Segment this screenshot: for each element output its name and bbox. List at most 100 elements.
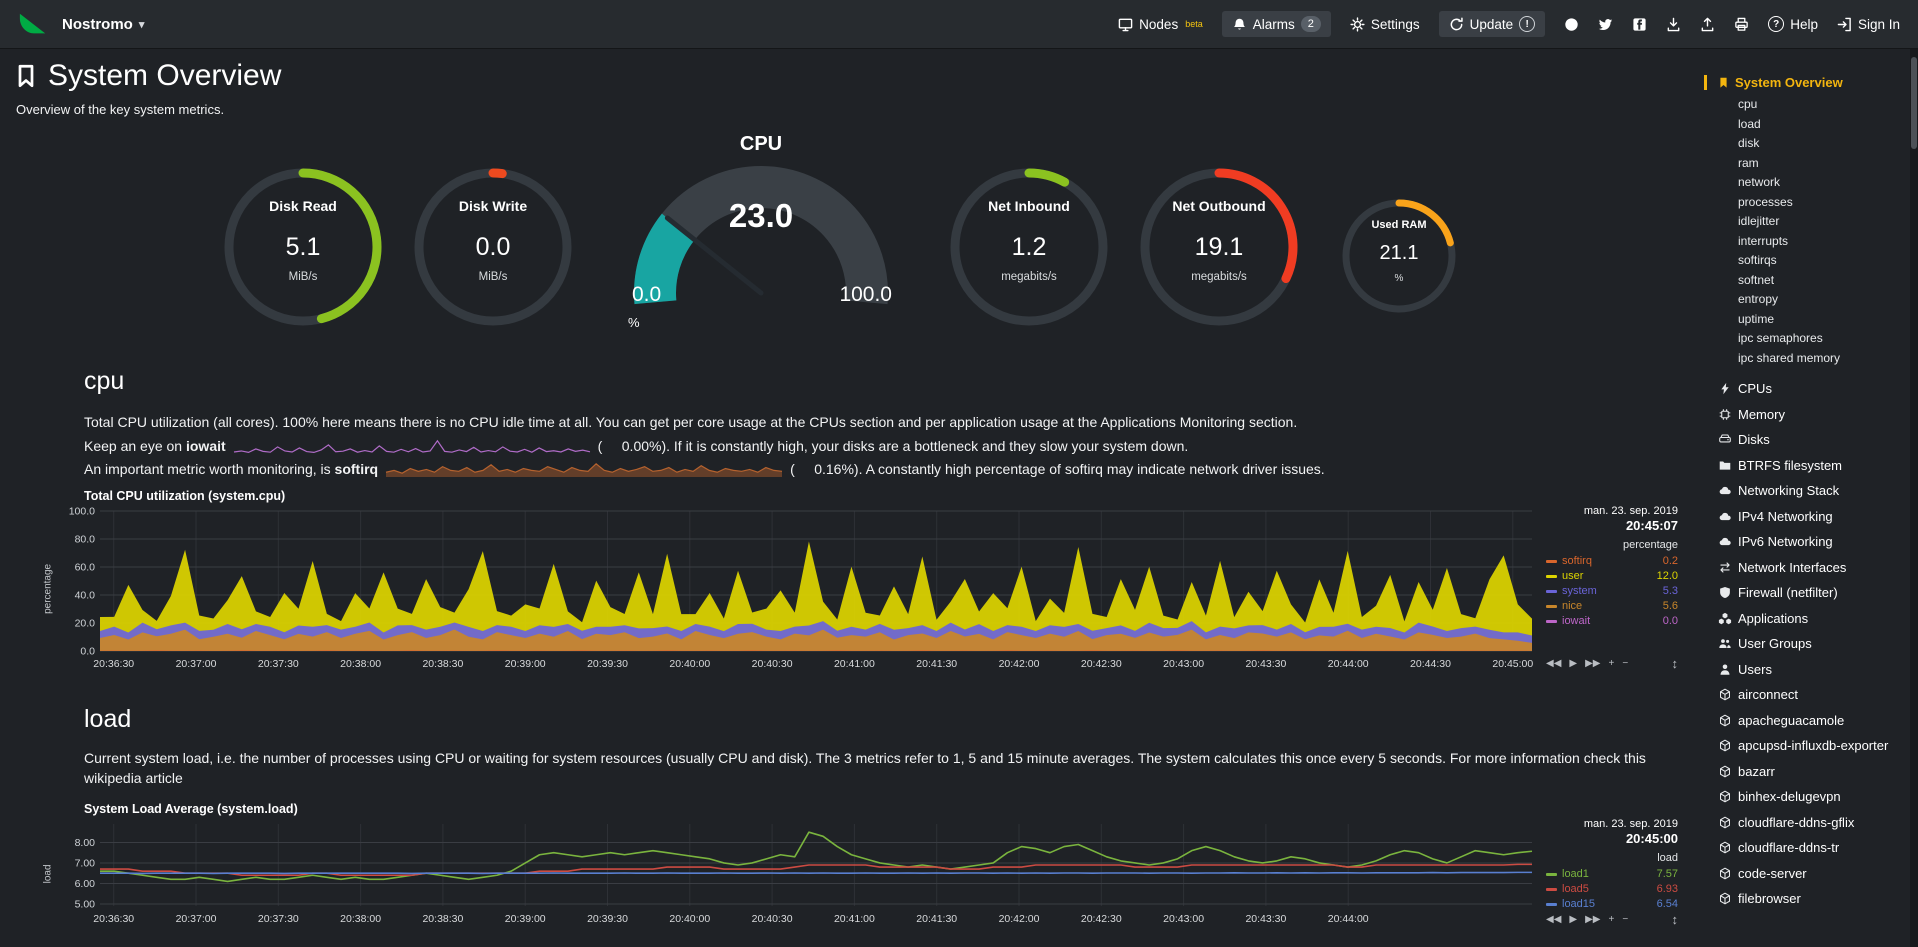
sidebar-item-applications[interactable]: Applications [1718, 606, 1906, 632]
legend-item[interactable]: load5 6.93 [1546, 882, 1678, 897]
zoom-in-button[interactable]: + [1608, 657, 1615, 669]
svg-text:20:40:30: 20:40:30 [752, 658, 793, 670]
series-swatch [1546, 873, 1557, 877]
svg-text:20:40:00: 20:40:00 [669, 913, 710, 925]
page-scrollbar[interactable] [1910, 49, 1918, 947]
pan-backward-button[interactable]: ◀◀ [1546, 657, 1562, 669]
load-chart-title: System Load Average (system.load) [84, 802, 298, 817]
resize-handle[interactable]: ↕ [1671, 655, 1679, 671]
gauge-cpu[interactable]: CPU 23.0 0.0 100.0 % [616, 133, 906, 339]
gauge-net-inbound[interactable]: Net Inbound 1.2 megabits/s [934, 165, 1124, 329]
sidebar-item-user-groups[interactable]: User Groups [1718, 631, 1906, 657]
hard-drive-icon [1718, 433, 1732, 446]
sidebar-item-users[interactable]: Users [1718, 657, 1906, 683]
sidebar-item-cloudflare-ddns-tr[interactable]: cloudflare-ddns-tr [1718, 835, 1906, 861]
sidebar-item-network-interfaces[interactable]: Network Interfaces [1718, 555, 1906, 581]
cpu-chart[interactable]: 20:36:30 20:37:00 20:37:30 20:38:00 20:38:30… [56, 505, 1538, 675]
sidebar-subitem-ipc-semaphores[interactable]: ipc semaphores [1738, 331, 1823, 345]
sidebar-subitem-load[interactable]: load [1738, 116, 1761, 131]
sidebar-item-btrfs[interactable]: BTRFS filesystem [1718, 453, 1906, 479]
nodes-button[interactable]: Nodes beta [1118, 17, 1203, 32]
legend-item[interactable]: nice 5.6 [1546, 599, 1678, 614]
sidebar-item-airconnect[interactable]: airconnect [1718, 682, 1906, 708]
sidebar-subitem-interrupts[interactable]: interrupts [1738, 233, 1789, 248]
play-button[interactable]: ▶ [1569, 657, 1578, 669]
load-chart[interactable]: 20:36:30 20:37:00 20:37:30 20:38:00 20:38:30… [56, 818, 1538, 930]
gauge-max: 100.0 [839, 283, 892, 306]
node-selector[interactable]: Nostromo ▾ [62, 16, 144, 33]
signin-icon [1837, 17, 1852, 32]
gauge-title: Net Inbound [988, 198, 1070, 214]
sidebar-item-disks[interactable]: Disks [1718, 427, 1906, 453]
settings-button[interactable]: Settings [1350, 17, 1420, 32]
sidebar-subitem-uptime[interactable]: uptime [1738, 311, 1775, 326]
svg-text:20:44:30: 20:44:30 [1410, 658, 1451, 670]
signin-button[interactable]: Sign In [1837, 17, 1900, 32]
sidebar-item-system-overview[interactable]: System Overview [1704, 75, 1906, 90]
sidebar-item-apacheguacamole[interactable]: apacheguacamole [1718, 708, 1906, 734]
gauge-disk-read[interactable]: Disk Read 5.1 MiB/s [208, 165, 398, 329]
sidebar-item-ipv6[interactable]: IPv6 Networking [1718, 529, 1906, 555]
sidebar-item-binhex-delugevpn[interactable]: binhex-delugevpn [1718, 784, 1906, 810]
facebook-button[interactable] [1632, 17, 1647, 32]
sidebar-subitem-entropy[interactable]: entropy [1738, 292, 1779, 306]
legend-item[interactable]: load1 7.57 [1546, 867, 1678, 882]
legend-item[interactable]: load15 6.54 [1546, 897, 1678, 912]
svg-text:20:37:30: 20:37:30 [258, 913, 299, 925]
sidebar-subitem-disk[interactable]: disk [1738, 136, 1760, 150]
iowait-sparkline[interactable] [232, 437, 592, 455]
twitter-button[interactable] [1598, 17, 1613, 32]
update-button[interactable]: Update ! [1438, 11, 1546, 37]
print-button[interactable] [1734, 17, 1749, 32]
sidebar-subitem-processes[interactable]: processes [1738, 194, 1793, 209]
alarms-button[interactable]: Alarms 2 [1221, 11, 1331, 37]
sidebar-item-ipv4[interactable]: IPv4 Networking [1718, 504, 1906, 530]
cpu-description: Total CPU utilization (all cores). 100% … [84, 414, 1298, 430]
sidebar-subitem-network[interactable]: network [1738, 175, 1781, 189]
pan-forward-button[interactable]: ▶▶ [1585, 914, 1601, 926]
legend-item[interactable]: system 5.3 [1546, 584, 1678, 599]
sidebar-subitem-softirqs[interactable]: softirqs [1738, 253, 1777, 267]
bolt-icon [1718, 382, 1732, 395]
gauge-disk-write[interactable]: Disk Write 0.0 MiB/s [398, 165, 588, 329]
resize-handle[interactable]: ↕ [1671, 912, 1679, 928]
github-button[interactable] [1564, 17, 1579, 32]
sidebar-item-cloudflare-ddns-gflix[interactable]: cloudflare-ddns-gflix [1718, 810, 1906, 836]
legend-date: man. 23. sep. 2019 [1583, 504, 1678, 517]
legend-item[interactable]: softirq 0.2 [1546, 554, 1678, 569]
sidebar-subitem-ipc-shared-memory[interactable]: ipc shared memory [1738, 350, 1841, 365]
legend-item[interactable]: user 12.0 [1546, 569, 1678, 584]
export-snapshot-button[interactable] [1700, 17, 1715, 32]
gauge-net-outbound[interactable]: Net Outbound 19.1 megabits/s [1124, 165, 1314, 329]
wikipedia-link[interactable]: wikipedia article [84, 770, 183, 787]
cube-icon [1718, 790, 1732, 803]
help-button[interactable]: ? Help [1768, 16, 1818, 32]
gauge-used-ram[interactable]: Used RAM 21.1 % [1314, 195, 1484, 317]
sidebar-subitem-ram[interactable]: ram [1738, 155, 1759, 170]
sidebar-item-bazarr[interactable]: bazarr [1718, 759, 1906, 785]
sidebar-item-filebrowser[interactable]: filebrowser [1718, 886, 1906, 912]
sidebar-subitem-softnet[interactable]: softnet [1738, 272, 1775, 287]
pan-forward-button[interactable]: ▶▶ [1585, 657, 1601, 669]
sidebar-item-apcupsd-influxdb-exporter[interactable]: apcupsd-influxdb-exporter [1718, 733, 1906, 759]
pan-backward-button[interactable]: ◀◀ [1546, 914, 1562, 926]
sidebar-subitem-cpu[interactable]: cpu [1738, 97, 1758, 111]
gauge-title: Disk Write [458, 198, 528, 214]
sidebar-subitem-idlejitter[interactable]: idlejitter [1738, 214, 1780, 228]
zoom-in-button[interactable]: + [1608, 914, 1615, 926]
sidebar-item-firewall[interactable]: Firewall (netfilter) [1718, 580, 1906, 606]
refresh-icon [1449, 17, 1464, 32]
zoom-out-button[interactable]: − [1622, 914, 1629, 926]
sidebar-item-cpus[interactable]: CPUs [1718, 376, 1906, 402]
legend-item[interactable]: iowait 0.0 [1546, 614, 1678, 629]
play-button[interactable]: ▶ [1569, 914, 1578, 926]
sidebar-item-memory[interactable]: Memory [1718, 402, 1906, 428]
sidebar-item-code-server[interactable]: code-server [1718, 861, 1906, 887]
softirq-sparkline[interactable] [384, 460, 784, 478]
sidebar-item-networking-stack[interactable]: Networking Stack [1718, 478, 1906, 504]
zoom-out-button[interactable]: − [1622, 657, 1629, 669]
question-icon: ? [1768, 16, 1785, 32]
scrollbar-thumb[interactable] [1911, 57, 1917, 149]
import-snapshot-button[interactable] [1666, 17, 1681, 32]
bell-icon [1232, 17, 1247, 32]
